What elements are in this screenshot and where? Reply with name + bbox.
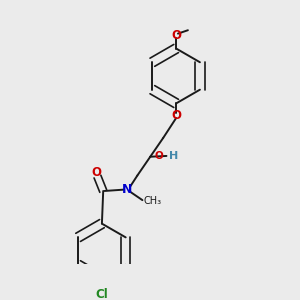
Text: CH₃: CH₃ xyxy=(144,196,162,206)
Text: O: O xyxy=(154,151,163,161)
Text: H: H xyxy=(169,151,178,161)
Text: O: O xyxy=(91,166,101,179)
Text: O: O xyxy=(171,29,181,42)
Text: O: O xyxy=(171,109,181,122)
Text: Cl: Cl xyxy=(95,288,108,300)
Text: N: N xyxy=(122,183,132,196)
